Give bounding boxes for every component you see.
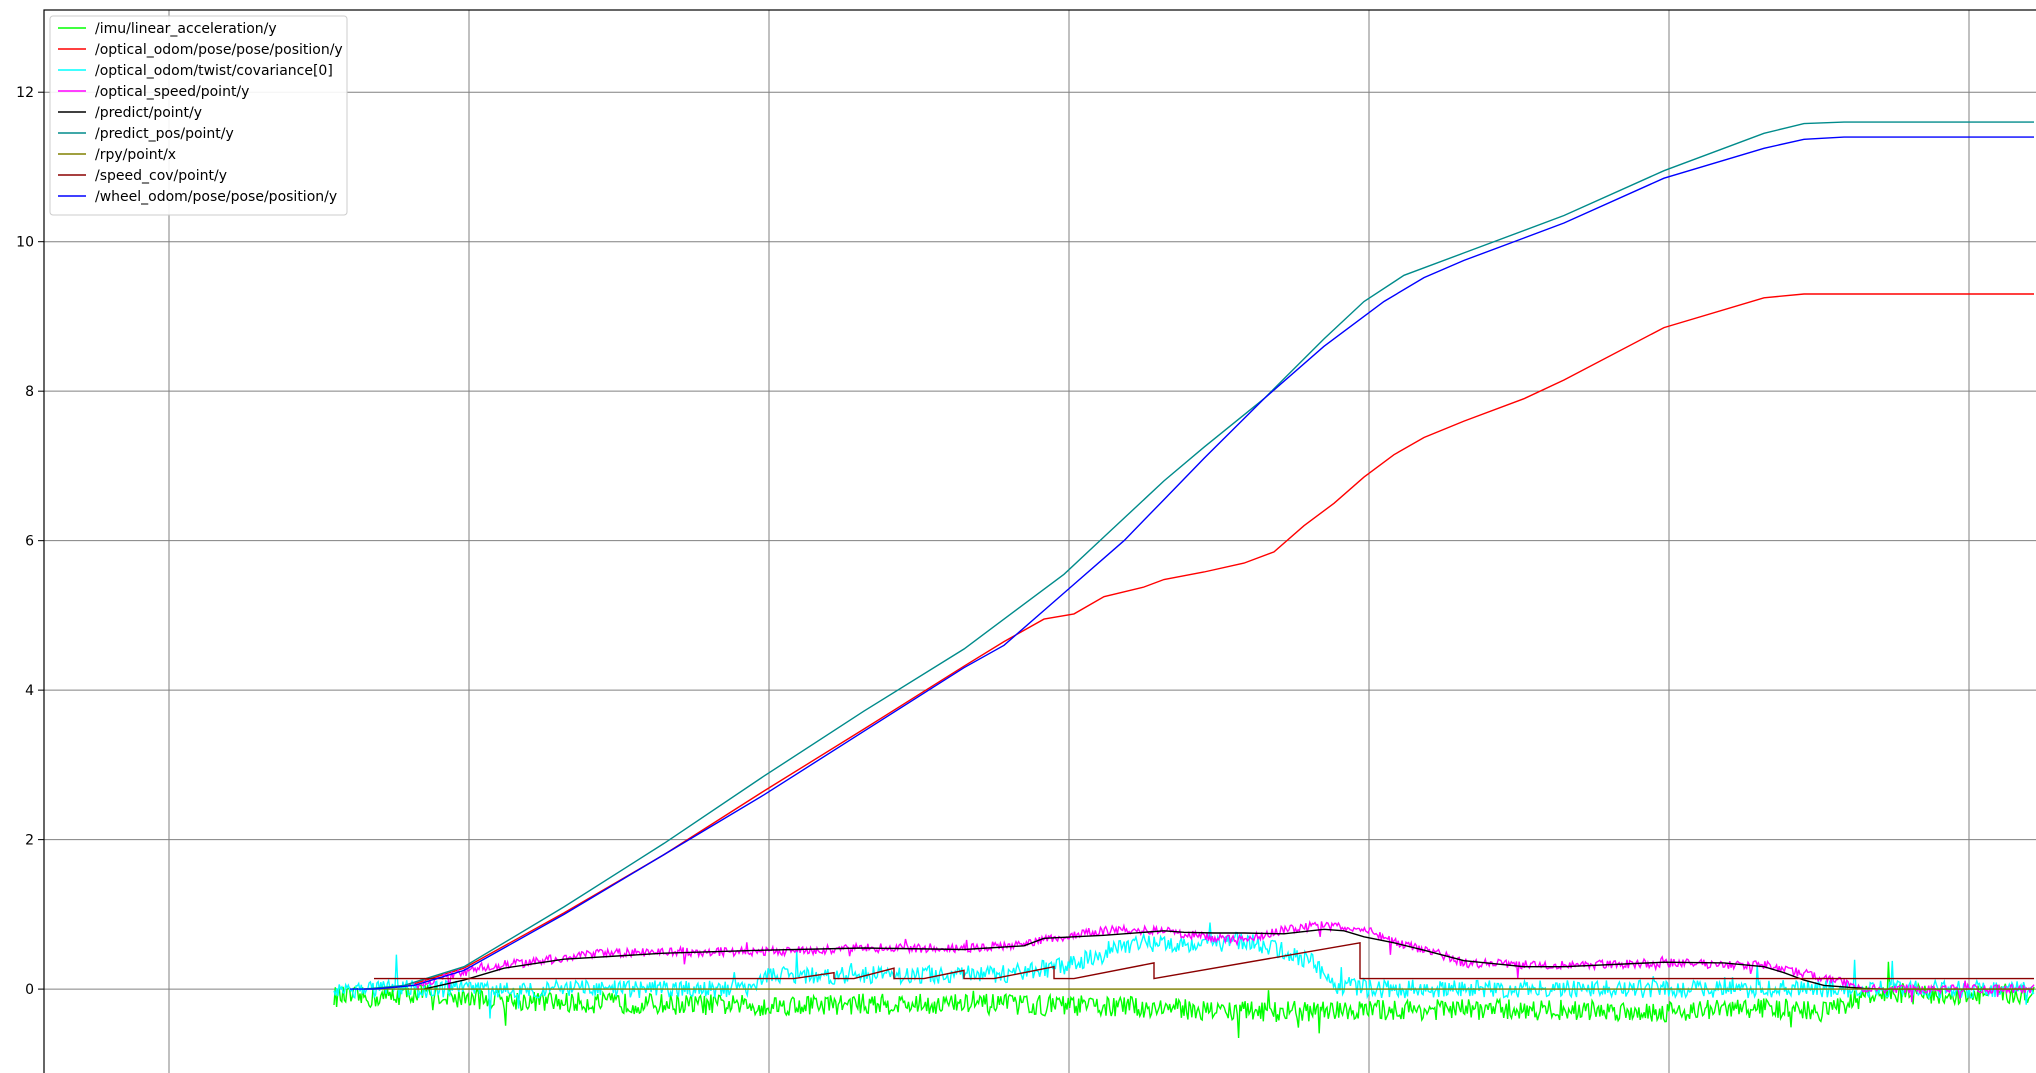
legend-label: /optical_odom/twist/covariance[0] [95,63,333,79]
series-line-optical-odom-twist-covariance-0 [333,922,2035,1019]
legend-box [49,15,348,216]
legend-label: /optical_speed/point/y [95,84,249,100]
plot-frame [43,9,2036,1073]
legend-label: /predict_pos/point/y [95,126,234,142]
y-tick-label: 0 [25,982,34,998]
series-line-wheel-odom-pose-pose-position-y [350,136,2034,990]
y-axis-ticks: 0 2 4 6 8 10 12 [16,85,44,998]
series-line-imu-linear-acceleration-y [333,961,2035,1039]
y-tick-label: 12 [16,85,34,101]
series-line-optical-odom-pose-pose-position-y [363,293,2034,990]
legend-label: /rpy/point/x [95,147,176,163]
legend-label: /predict/point/y [95,105,202,121]
y-tick-label: 4 [25,683,34,699]
y-tick-label: 6 [25,534,34,550]
series-lines [333,121,2035,1039]
y-tick-label: 8 [25,384,34,400]
legend-label: /speed_cov/point/y [95,168,227,184]
series-line-speed-cov-point-y [374,941,2034,980]
legend-label: /wheel_odom/pose/pose/position/y [95,189,337,205]
series-line-predict-point-y [423,928,2034,990]
legend-label: /imu/linear_acceleration/y [95,21,277,37]
legend-label: /optical_odom/pose/pose/position/y [95,42,343,58]
y-tick-label: 10 [16,235,34,251]
y-tick-label: 2 [25,833,34,849]
legend: /imu/linear_acceleration/y/optical_odom/… [49,15,348,216]
